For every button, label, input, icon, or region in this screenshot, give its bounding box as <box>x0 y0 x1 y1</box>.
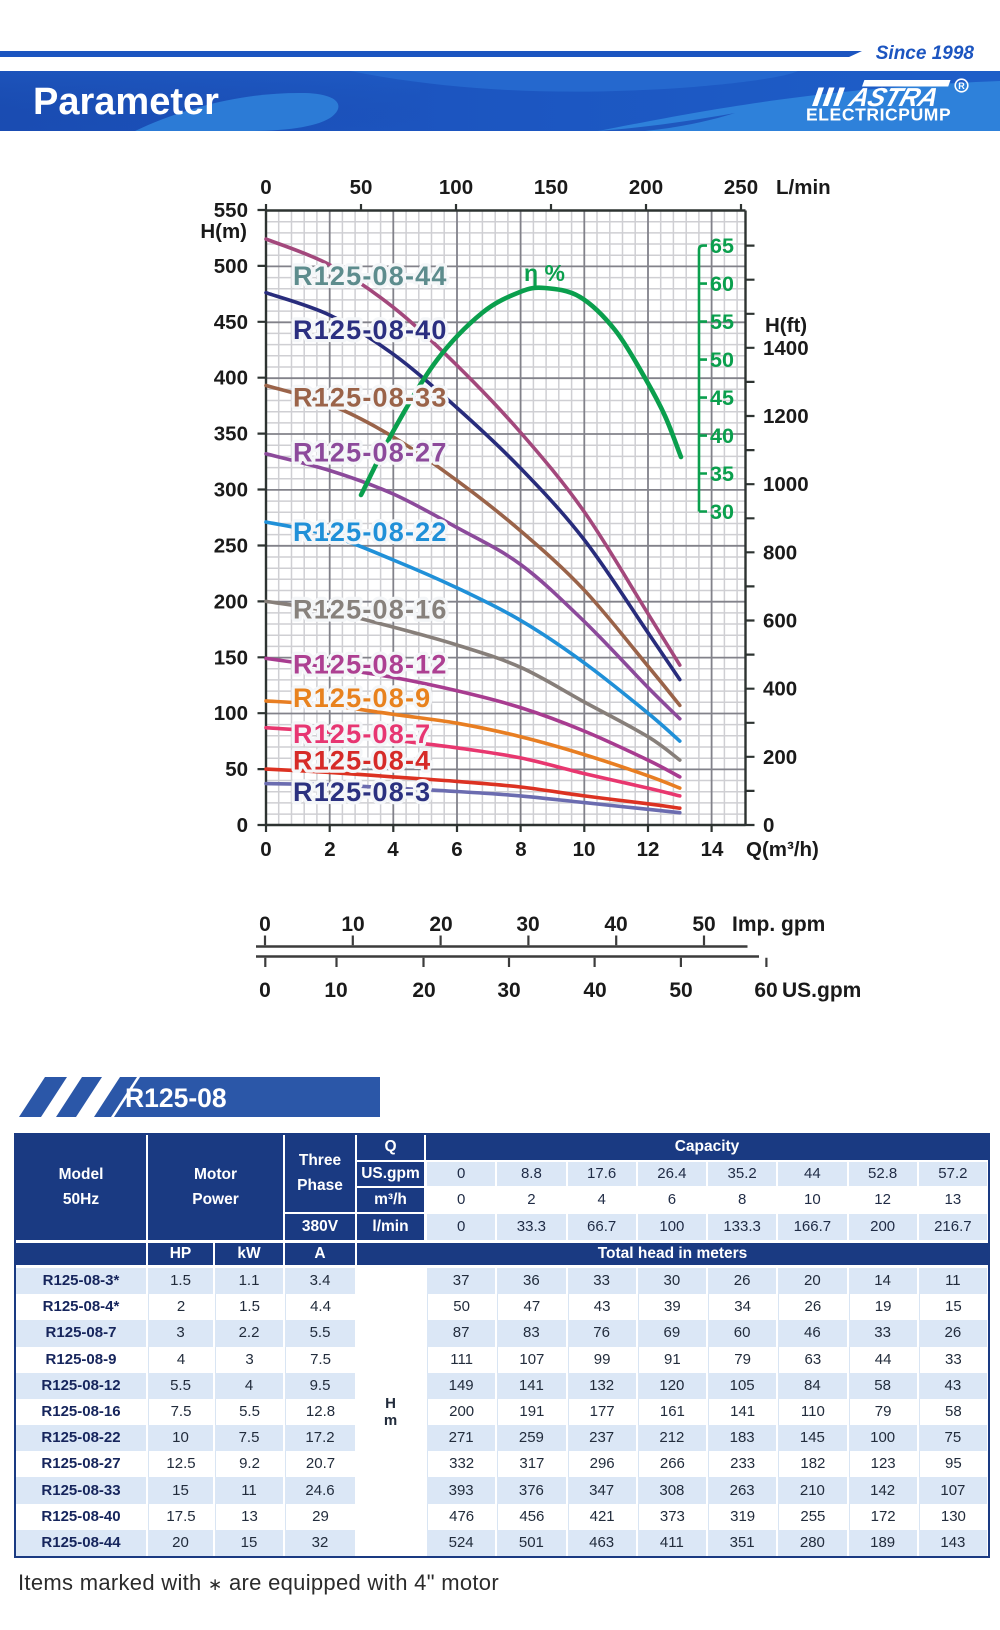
svg-text:400: 400 <box>763 678 797 701</box>
svg-text:0: 0 <box>259 979 271 1002</box>
svg-text:100: 100 <box>439 176 473 199</box>
svg-text:0: 0 <box>763 814 774 837</box>
svg-text:250: 250 <box>724 176 758 199</box>
svg-text:1200: 1200 <box>763 405 809 428</box>
svg-text:20: 20 <box>429 913 452 936</box>
svg-text:55: 55 <box>710 310 734 334</box>
svg-text:0: 0 <box>237 814 248 837</box>
svg-text:10: 10 <box>324 979 347 1002</box>
svg-text:150: 150 <box>214 646 248 669</box>
svg-text:30: 30 <box>710 500 734 524</box>
svg-text:14: 14 <box>701 838 724 861</box>
svg-text:35: 35 <box>710 462 734 486</box>
svg-text:40: 40 <box>710 424 734 448</box>
svg-text:ASTRA: ASTRA <box>845 83 942 112</box>
svg-text:R125-08-4: R125-08-4 <box>293 746 431 776</box>
svg-text:R125-08-7: R125-08-7 <box>293 719 431 749</box>
svg-text:L/min: L/min <box>776 176 831 199</box>
svg-text:150: 150 <box>534 176 568 199</box>
svg-text:H(m): H(m) <box>200 220 247 243</box>
svg-text:Q(m³/h): Q(m³/h) <box>746 838 819 861</box>
svg-text:R125-08-44: R125-08-44 <box>293 261 448 291</box>
svg-text:ELECTRICPUMP: ELECTRICPUMP <box>806 105 951 125</box>
svg-text:12: 12 <box>637 838 660 861</box>
svg-text:400: 400 <box>214 367 248 390</box>
svg-text:H(ft): H(ft) <box>765 314 807 337</box>
svg-text:50: 50 <box>710 348 734 372</box>
svg-text:250: 250 <box>214 535 248 558</box>
svg-text:600: 600 <box>763 610 797 633</box>
svg-text:50: 50 <box>225 758 248 781</box>
svg-text:0: 0 <box>260 176 271 199</box>
svg-text:R125-08-12: R125-08-12 <box>293 650 448 680</box>
svg-text:4: 4 <box>387 838 399 861</box>
svg-text:50: 50 <box>669 979 692 1002</box>
svg-text:40: 40 <box>583 979 606 1002</box>
svg-text:R125-08-9: R125-08-9 <box>293 683 431 713</box>
svg-text:R125-08-40: R125-08-40 <box>293 315 448 345</box>
svg-text:R125-08-16: R125-08-16 <box>293 595 448 625</box>
svg-text:2: 2 <box>324 838 335 861</box>
svg-text:500: 500 <box>214 255 248 278</box>
svg-text:450: 450 <box>214 311 248 334</box>
svg-text:R125-08-22: R125-08-22 <box>293 517 448 547</box>
svg-text:60: 60 <box>754 979 777 1002</box>
svg-text:R125-08: R125-08 <box>125 1083 227 1113</box>
svg-text:65: 65 <box>710 234 734 258</box>
svg-text:300: 300 <box>214 479 248 502</box>
svg-text:40: 40 <box>604 913 627 936</box>
svg-text:0: 0 <box>260 838 271 861</box>
svg-text:50: 50 <box>350 176 373 199</box>
svg-text:550: 550 <box>214 199 248 222</box>
svg-text:US.gpm: US.gpm <box>782 979 861 1002</box>
svg-text:50: 50 <box>692 913 715 936</box>
svg-text:30: 30 <box>497 979 520 1002</box>
svg-text:η %: η % <box>524 260 565 286</box>
svg-text:1400: 1400 <box>763 337 809 360</box>
svg-text:0: 0 <box>259 913 271 936</box>
svg-text:100: 100 <box>214 702 248 725</box>
svg-text:Imp. gpm: Imp. gpm <box>732 913 825 936</box>
svg-text:200: 200 <box>214 590 248 613</box>
svg-text:200: 200 <box>763 746 797 769</box>
svg-text:10: 10 <box>573 838 596 861</box>
svg-text:60: 60 <box>710 272 734 296</box>
svg-text:350: 350 <box>214 423 248 446</box>
svg-text:20: 20 <box>412 979 435 1002</box>
svg-text:R: R <box>958 81 965 91</box>
svg-text:R125-08-3: R125-08-3 <box>293 777 431 807</box>
svg-text:30: 30 <box>516 913 539 936</box>
svg-text:R125-08-27: R125-08-27 <box>293 438 448 468</box>
svg-text:45: 45 <box>710 386 734 410</box>
svg-text:8: 8 <box>515 838 526 861</box>
svg-text:R125-08-33: R125-08-33 <box>293 382 448 412</box>
svg-text:10: 10 <box>341 913 364 936</box>
svg-text:200: 200 <box>629 176 663 199</box>
svg-text:1000: 1000 <box>763 473 809 496</box>
svg-text:800: 800 <box>763 541 797 564</box>
svg-text:6: 6 <box>451 838 462 861</box>
